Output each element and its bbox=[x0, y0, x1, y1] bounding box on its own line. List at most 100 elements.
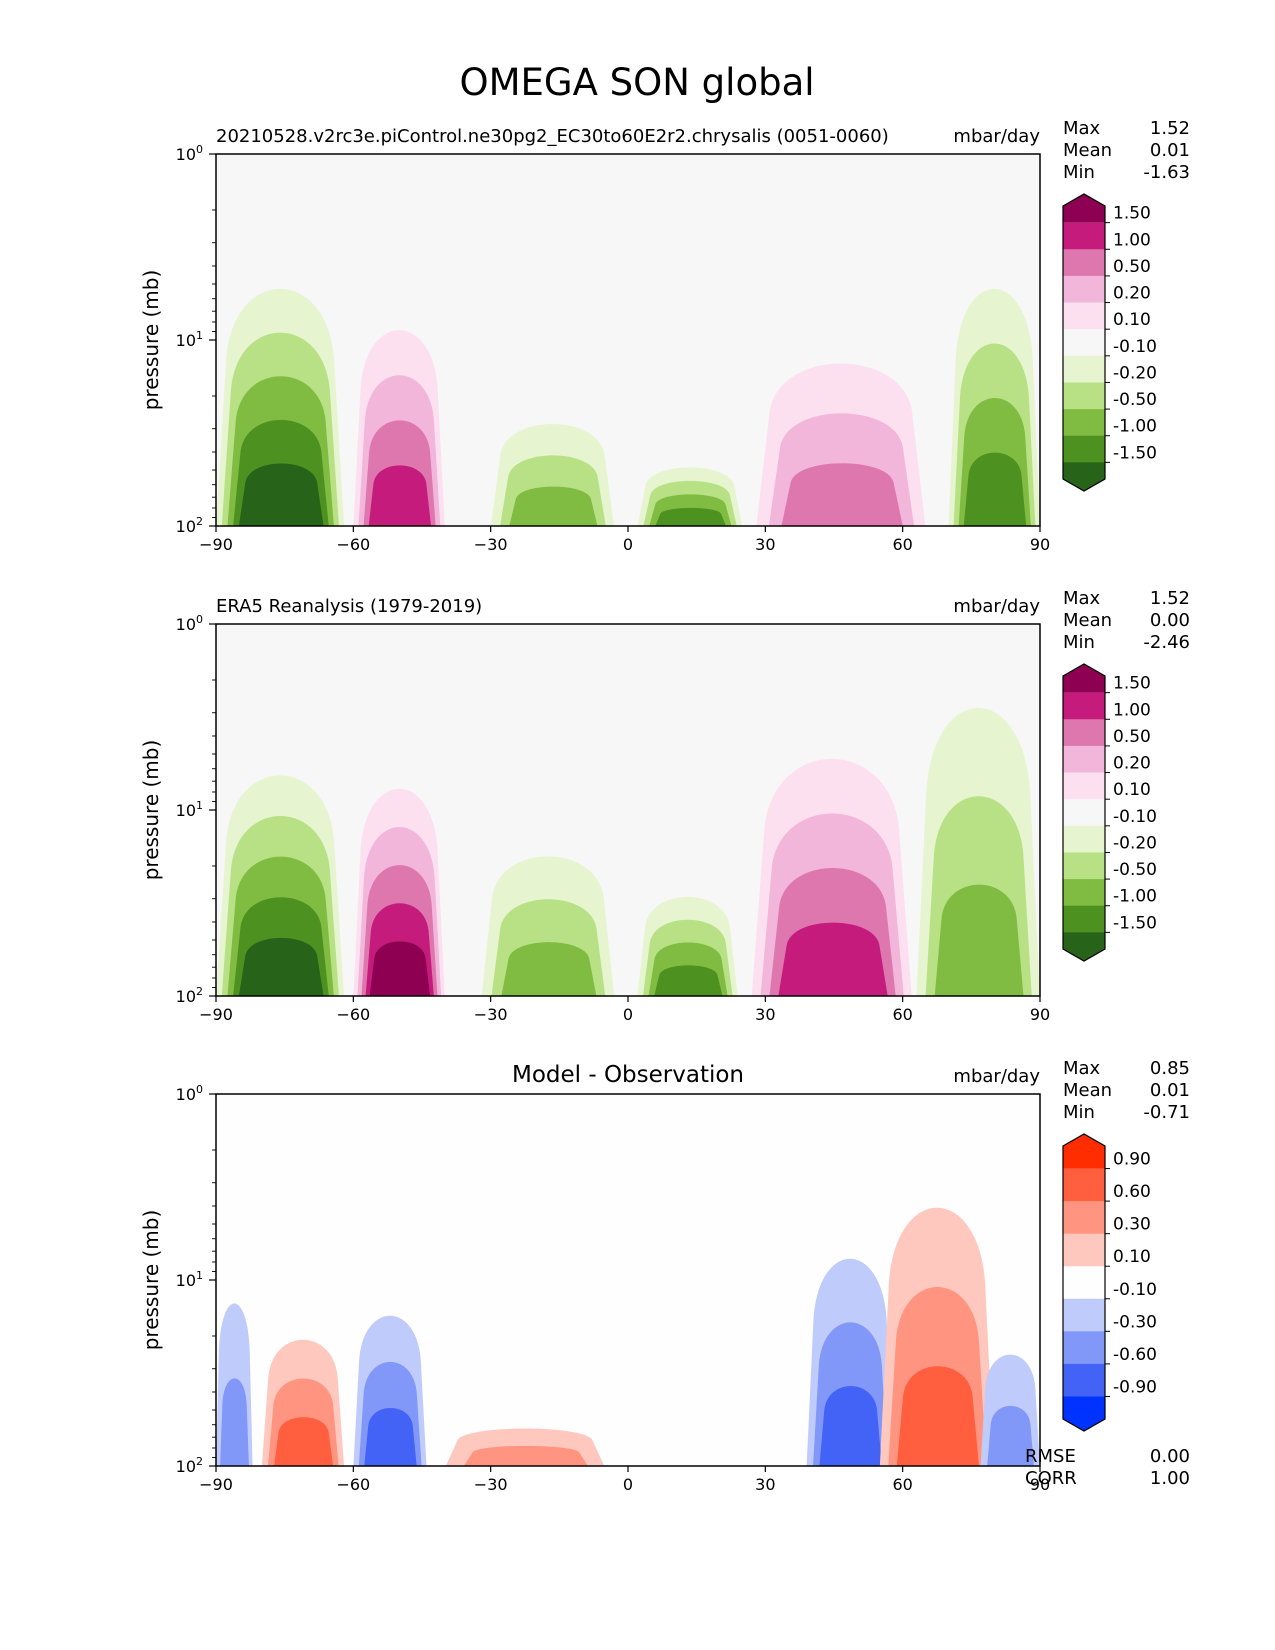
panel-3: −90 −60 −30 0 30 60 90 100 101 102 pressure (mb) Mo… bbox=[139, 1058, 1190, 1494]
stat-label: Max bbox=[1063, 588, 1101, 609]
colorbar-swatch bbox=[1063, 302, 1105, 330]
contour-fill bbox=[274, 1417, 334, 1466]
contour-layer bbox=[216, 707, 1040, 996]
colorbar-label: -0.50 bbox=[1113, 390, 1157, 410]
colorbar-swatch bbox=[1063, 1298, 1105, 1332]
x-tick-label: 90 bbox=[1030, 535, 1050, 554]
contour-fill bbox=[654, 965, 723, 996]
colorbar-swatch bbox=[1063, 222, 1105, 250]
metric-label: CORR bbox=[1025, 1468, 1077, 1489]
colorbar-swatch bbox=[1063, 852, 1105, 880]
panel-title: Model - Observation bbox=[512, 1062, 744, 1088]
stat-value: -1.63 bbox=[1143, 162, 1190, 183]
colorbar-label: 1.50 bbox=[1113, 204, 1151, 224]
colorbar-swatch bbox=[1063, 1168, 1105, 1202]
colorbar-outline bbox=[1062, 193, 1106, 492]
contour-fill bbox=[778, 922, 888, 996]
stat-label: Max bbox=[1063, 1058, 1101, 1079]
stat-label: Min bbox=[1063, 162, 1095, 183]
colorbar-swatch bbox=[1063, 825, 1105, 853]
colorbar-swatch bbox=[1063, 409, 1105, 437]
y-tick-label: 100 bbox=[176, 143, 203, 164]
stat-value: 0.85 bbox=[1150, 1058, 1190, 1079]
colorbar-swatch bbox=[1063, 1201, 1105, 1235]
colorbar: 0.90 0.60 0.30 0.10 -0.10 -0.30 -0.60 -0.90 bbox=[1062, 1133, 1157, 1432]
colorbar-swatch bbox=[1063, 249, 1105, 277]
y-tick-label: 102 bbox=[176, 985, 203, 1006]
y-tick-label: 102 bbox=[176, 515, 203, 536]
contour-fill bbox=[364, 1408, 417, 1466]
panel-title: 20210528.v2rc3e.piControl.ne30pg2_EC30to… bbox=[216, 126, 889, 147]
stat-label: Min bbox=[1063, 632, 1095, 653]
colorbar-swatch bbox=[1063, 1363, 1105, 1397]
colorbar-swatch bbox=[1063, 1233, 1105, 1267]
stat-label: Mean bbox=[1063, 610, 1112, 631]
contour-fill bbox=[463, 1445, 588, 1466]
contour-fill bbox=[501, 942, 597, 996]
colorbar-extend-max bbox=[1063, 664, 1105, 693]
x-tick-label: 0 bbox=[623, 535, 633, 554]
y-axis-label: pressure (mb) bbox=[139, 740, 163, 881]
colorbar-label: 0.20 bbox=[1113, 284, 1151, 304]
colorbar-label: 0.10 bbox=[1113, 780, 1151, 800]
x-tick-label: −90 bbox=[199, 535, 233, 554]
colorbar-swatch bbox=[1063, 879, 1105, 907]
panel-title: ERA5 Reanalysis (1979-2019) bbox=[216, 596, 482, 617]
x-tick-label: 60 bbox=[892, 535, 912, 554]
colorbar-label: 1.00 bbox=[1113, 230, 1151, 250]
colorbar-label: -0.90 bbox=[1113, 1377, 1157, 1397]
x-tick-label: −90 bbox=[199, 1475, 233, 1494]
x-tick-label: −60 bbox=[336, 535, 370, 554]
x-tick-label: 0 bbox=[623, 1005, 633, 1024]
colorbar-swatch bbox=[1063, 745, 1105, 774]
x-tick-label: −60 bbox=[336, 1005, 370, 1024]
colorbar-swatch bbox=[1063, 799, 1105, 827]
panel-2: −90 −60 −30 0 30 60 90 100 101 102 pressure (mb) ER… bbox=[139, 588, 1190, 1024]
colorbar-extend-max bbox=[1063, 1134, 1105, 1169]
y-axis-label: pressure (mb) bbox=[139, 270, 163, 411]
y-tick-label: 100 bbox=[176, 1083, 203, 1104]
contour-fill bbox=[934, 884, 1024, 996]
colorbar-label: -1.00 bbox=[1113, 887, 1157, 907]
contour-layer bbox=[216, 288, 1040, 526]
contour-fill bbox=[819, 1386, 882, 1466]
stat-label: Mean bbox=[1063, 1080, 1112, 1101]
stat-value: -2.46 bbox=[1143, 632, 1190, 653]
colorbar-swatch bbox=[1063, 382, 1105, 410]
stat-label: Mean bbox=[1063, 140, 1112, 161]
stat-value: 0.00 bbox=[1150, 610, 1190, 631]
colorbar-extend-min bbox=[1063, 462, 1105, 491]
units-label: mbar/day bbox=[953, 126, 1040, 147]
metric-label: RMSE bbox=[1025, 1446, 1076, 1467]
y-tick-label: 101 bbox=[176, 799, 203, 820]
colorbar-label: 0.10 bbox=[1113, 1247, 1151, 1267]
colorbar: 1.50 1.00 0.50 0.20 0.10 -0.10 -0.20 -0.50 -1.00… bbox=[1062, 663, 1157, 962]
colorbar-label: -0.10 bbox=[1113, 1280, 1157, 1300]
x-tick-label: −90 bbox=[199, 1005, 233, 1024]
contour-fill bbox=[238, 938, 324, 996]
stat-value: 0.01 bbox=[1150, 1080, 1190, 1101]
stat-value: 0.01 bbox=[1150, 140, 1190, 161]
contour-fill bbox=[509, 486, 598, 526]
colorbar-label: -1.50 bbox=[1113, 913, 1157, 933]
x-tick-label: 30 bbox=[755, 1005, 775, 1024]
colorbar-extend-min bbox=[1063, 1396, 1105, 1431]
colorbar-label: -0.30 bbox=[1113, 1312, 1157, 1332]
metric-value: 0.00 bbox=[1150, 1446, 1190, 1467]
stat-value: 1.52 bbox=[1150, 118, 1190, 139]
colorbar-extend-max bbox=[1063, 194, 1105, 223]
colorbar-label: -0.20 bbox=[1113, 833, 1157, 853]
colorbar-label: 0.60 bbox=[1113, 1182, 1151, 1202]
colorbar-label: 0.50 bbox=[1113, 257, 1151, 277]
contour-fill bbox=[655, 508, 727, 526]
colorbar-label: 1.50 bbox=[1113, 674, 1151, 694]
colorbar-label: -0.10 bbox=[1113, 337, 1157, 357]
stat-label: Max bbox=[1063, 118, 1101, 139]
x-tick-label: 30 bbox=[755, 1475, 775, 1494]
colorbar-label: -0.60 bbox=[1113, 1345, 1157, 1365]
colorbar-label: -1.00 bbox=[1113, 417, 1157, 437]
colorbar-label: -0.20 bbox=[1113, 363, 1157, 383]
stat-value: -0.71 bbox=[1143, 1102, 1190, 1123]
x-tick-label: 90 bbox=[1030, 1005, 1050, 1024]
